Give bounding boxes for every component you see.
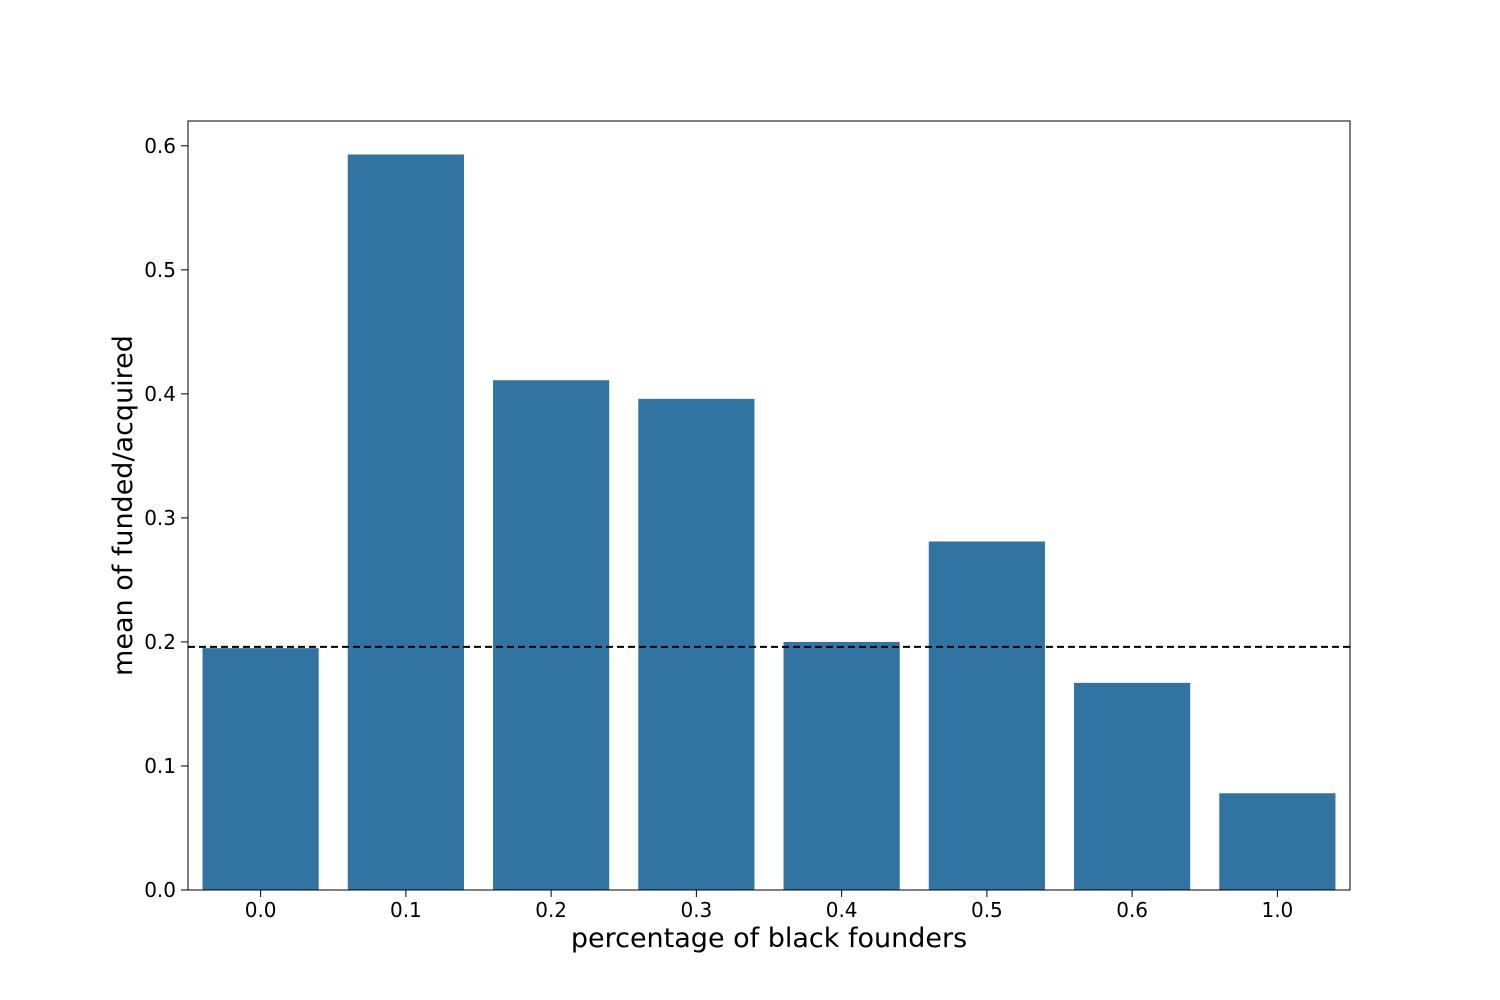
y-tick-label: 0.5	[144, 258, 176, 282]
y-axis-label: mean of funded/acquired	[108, 335, 139, 676]
bar-0.5	[928, 541, 1045, 890]
y-tick-label: 0.6	[144, 134, 176, 158]
bar-0.4	[783, 641, 900, 890]
x-tick-label: 0.5	[971, 898, 1003, 922]
y-tick-label: 0.0	[144, 878, 176, 902]
x-tick-label: 0.3	[680, 898, 712, 922]
x-axis-ticks: 0.0 0.1 0.2 0.3 0.4 0.5 0.6 1.0	[245, 890, 1293, 922]
y-tick-label: 0.1	[144, 754, 176, 778]
bar-0.6	[1074, 682, 1191, 890]
y-tick-label: 0.3	[144, 506, 176, 530]
y-axis-ticks: 0.0 0.1 0.2 0.3 0.4 0.5 0.6	[144, 134, 188, 902]
bar-0.3	[638, 398, 755, 890]
x-tick-label: 0.2	[535, 898, 567, 922]
plot-frame	[187, 120, 1351, 891]
y-tick-label: 0.2	[144, 630, 176, 654]
x-tick-label: 0.6	[1116, 898, 1148, 922]
bar-0.2	[493, 380, 610, 890]
bar-0.1	[347, 154, 464, 890]
y-tick-label: 0.4	[144, 382, 176, 406]
bars-group	[202, 154, 1336, 890]
x-tick-label: 0.0	[245, 898, 277, 922]
x-tick-label: 1.0	[1261, 898, 1293, 922]
x-tick-label: 0.1	[390, 898, 422, 922]
bar-1.0	[1219, 793, 1336, 890]
x-tick-label: 0.4	[826, 898, 858, 922]
bar-0.0	[202, 648, 319, 890]
x-axis-label: percentage of black founders	[571, 923, 967, 954]
